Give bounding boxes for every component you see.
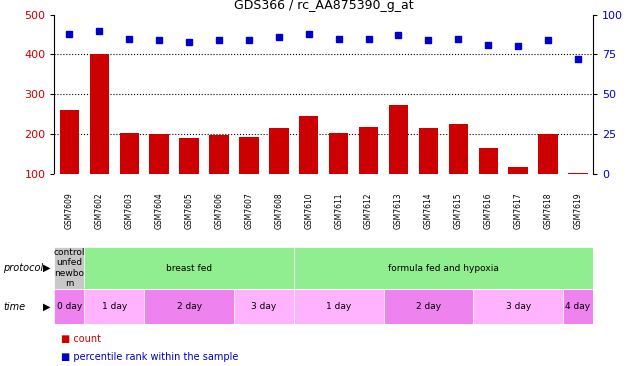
- Bar: [449, 124, 468, 174]
- Title: GDS366 / rc_AA875390_g_at: GDS366 / rc_AA875390_g_at: [234, 0, 413, 12]
- Text: GSM7604: GSM7604: [154, 192, 163, 229]
- Bar: [359, 127, 378, 174]
- Text: 4 day: 4 day: [565, 302, 590, 311]
- Text: 1 day: 1 day: [326, 302, 351, 311]
- Text: ▶: ▶: [43, 263, 51, 273]
- Bar: [239, 137, 259, 174]
- Text: GSM7607: GSM7607: [244, 192, 253, 229]
- Text: ■ percentile rank within the sample: ■ percentile rank within the sample: [61, 352, 238, 362]
- Text: GSM7617: GSM7617: [513, 192, 522, 229]
- Text: 0 day: 0 day: [57, 302, 82, 311]
- Text: breast fed: breast fed: [166, 264, 212, 273]
- Text: GSM7609: GSM7609: [65, 192, 74, 229]
- Text: ■ count: ■ count: [61, 333, 101, 344]
- Text: formula fed and hypoxia: formula fed and hypoxia: [388, 264, 499, 273]
- Bar: [54, 247, 85, 289]
- Text: 3 day: 3 day: [506, 302, 531, 311]
- Text: time: time: [3, 302, 26, 311]
- Text: 1 day: 1 day: [102, 302, 127, 311]
- Bar: [144, 289, 234, 324]
- Bar: [54, 289, 85, 324]
- Bar: [508, 167, 528, 174]
- Bar: [149, 134, 169, 174]
- Text: 3 day: 3 day: [251, 302, 276, 311]
- Text: control
unfed
newbo
rn: control unfed newbo rn: [54, 248, 85, 288]
- Bar: [478, 148, 498, 174]
- Bar: [299, 116, 319, 174]
- Text: GSM7613: GSM7613: [394, 192, 403, 229]
- Bar: [85, 289, 144, 324]
- Bar: [269, 128, 288, 174]
- Text: GSM7610: GSM7610: [304, 192, 313, 229]
- Text: GSM7603: GSM7603: [125, 192, 134, 229]
- Text: GSM7602: GSM7602: [95, 192, 104, 229]
- Text: GSM7614: GSM7614: [424, 192, 433, 229]
- Text: GSM7605: GSM7605: [185, 192, 194, 229]
- Text: 2 day: 2 day: [176, 302, 202, 311]
- Bar: [179, 138, 199, 174]
- Bar: [563, 289, 593, 324]
- Bar: [329, 133, 349, 174]
- Text: GSM7616: GSM7616: [484, 192, 493, 229]
- Bar: [473, 289, 563, 324]
- Bar: [388, 105, 408, 174]
- Bar: [120, 133, 139, 174]
- Bar: [383, 289, 473, 324]
- Bar: [538, 134, 558, 174]
- Text: GSM7619: GSM7619: [574, 192, 583, 229]
- Bar: [419, 128, 438, 174]
- Text: GSM7615: GSM7615: [454, 192, 463, 229]
- Bar: [85, 247, 294, 289]
- Bar: [234, 289, 294, 324]
- Bar: [60, 110, 79, 174]
- Bar: [294, 289, 383, 324]
- Text: GSM7618: GSM7618: [544, 192, 553, 229]
- Text: GSM7611: GSM7611: [334, 192, 343, 229]
- Text: 2 day: 2 day: [416, 302, 441, 311]
- Bar: [294, 247, 593, 289]
- Text: GSM7608: GSM7608: [274, 192, 283, 229]
- Bar: [90, 55, 109, 174]
- Text: GSM7612: GSM7612: [364, 192, 373, 229]
- Bar: [569, 173, 588, 174]
- Bar: [209, 135, 229, 174]
- Text: ▶: ▶: [43, 302, 51, 311]
- Text: GSM7606: GSM7606: [215, 192, 224, 229]
- Text: protocol: protocol: [3, 263, 44, 273]
